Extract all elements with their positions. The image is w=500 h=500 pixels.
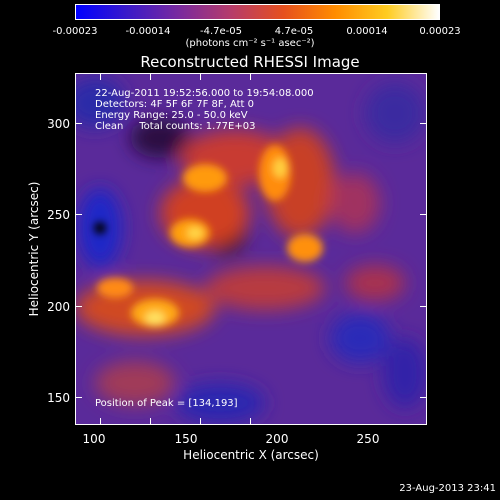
y-axis-label: Heliocentric Y (arcsec) (27, 181, 41, 317)
info-energy: Energy Range: 25.0 - 50.0 keV (95, 110, 248, 121)
x-tick-2: 150 (174, 432, 198, 446)
y-tick-1: 300 (47, 117, 70, 131)
colorbar-tick-5: 0.00014 (346, 26, 388, 37)
colorbar-units: (photons cm⁻² s⁻¹ asec⁻²) (185, 38, 315, 49)
info-detectors: Detectors: 4F 5F 6F 7F 8F, Att 0 (95, 99, 255, 110)
image-title: Reconstructed RHESSI Image (140, 53, 360, 71)
x-tick-4: 250 (356, 432, 380, 446)
y-tick-2: 250 (47, 208, 70, 222)
colorbar-tick-6: 0.00023 (419, 26, 461, 37)
info-time-range: 22-Aug-2011 19:52:56.000 to 19:54:08.000 (95, 88, 314, 99)
timestamp: 23-Aug-2013 23:41 (399, 483, 496, 494)
colorbar-tick-3: -4.7e-05 (200, 26, 242, 37)
x-axis-label: Heliocentric X (arcsec) (183, 448, 319, 462)
y-tick-4: 150 (47, 391, 70, 405)
colorbar (75, 4, 440, 20)
colorbar-tick-2: -0.00014 (125, 26, 171, 37)
info-clean-counts: Clean Total counts: 1.77E+03 (95, 121, 256, 132)
x-tick-1: 100 (82, 432, 106, 446)
x-tick-3: 200 (265, 432, 289, 446)
colorbar-tick-1: -0.00023 (52, 26, 98, 37)
y-tick-3: 200 (47, 300, 70, 314)
colorbar-tick-4: 4.7e-05 (274, 26, 314, 37)
rhessi-image (75, 73, 427, 425)
info-peak-position: Position of Peak = [134,193] (95, 398, 238, 409)
